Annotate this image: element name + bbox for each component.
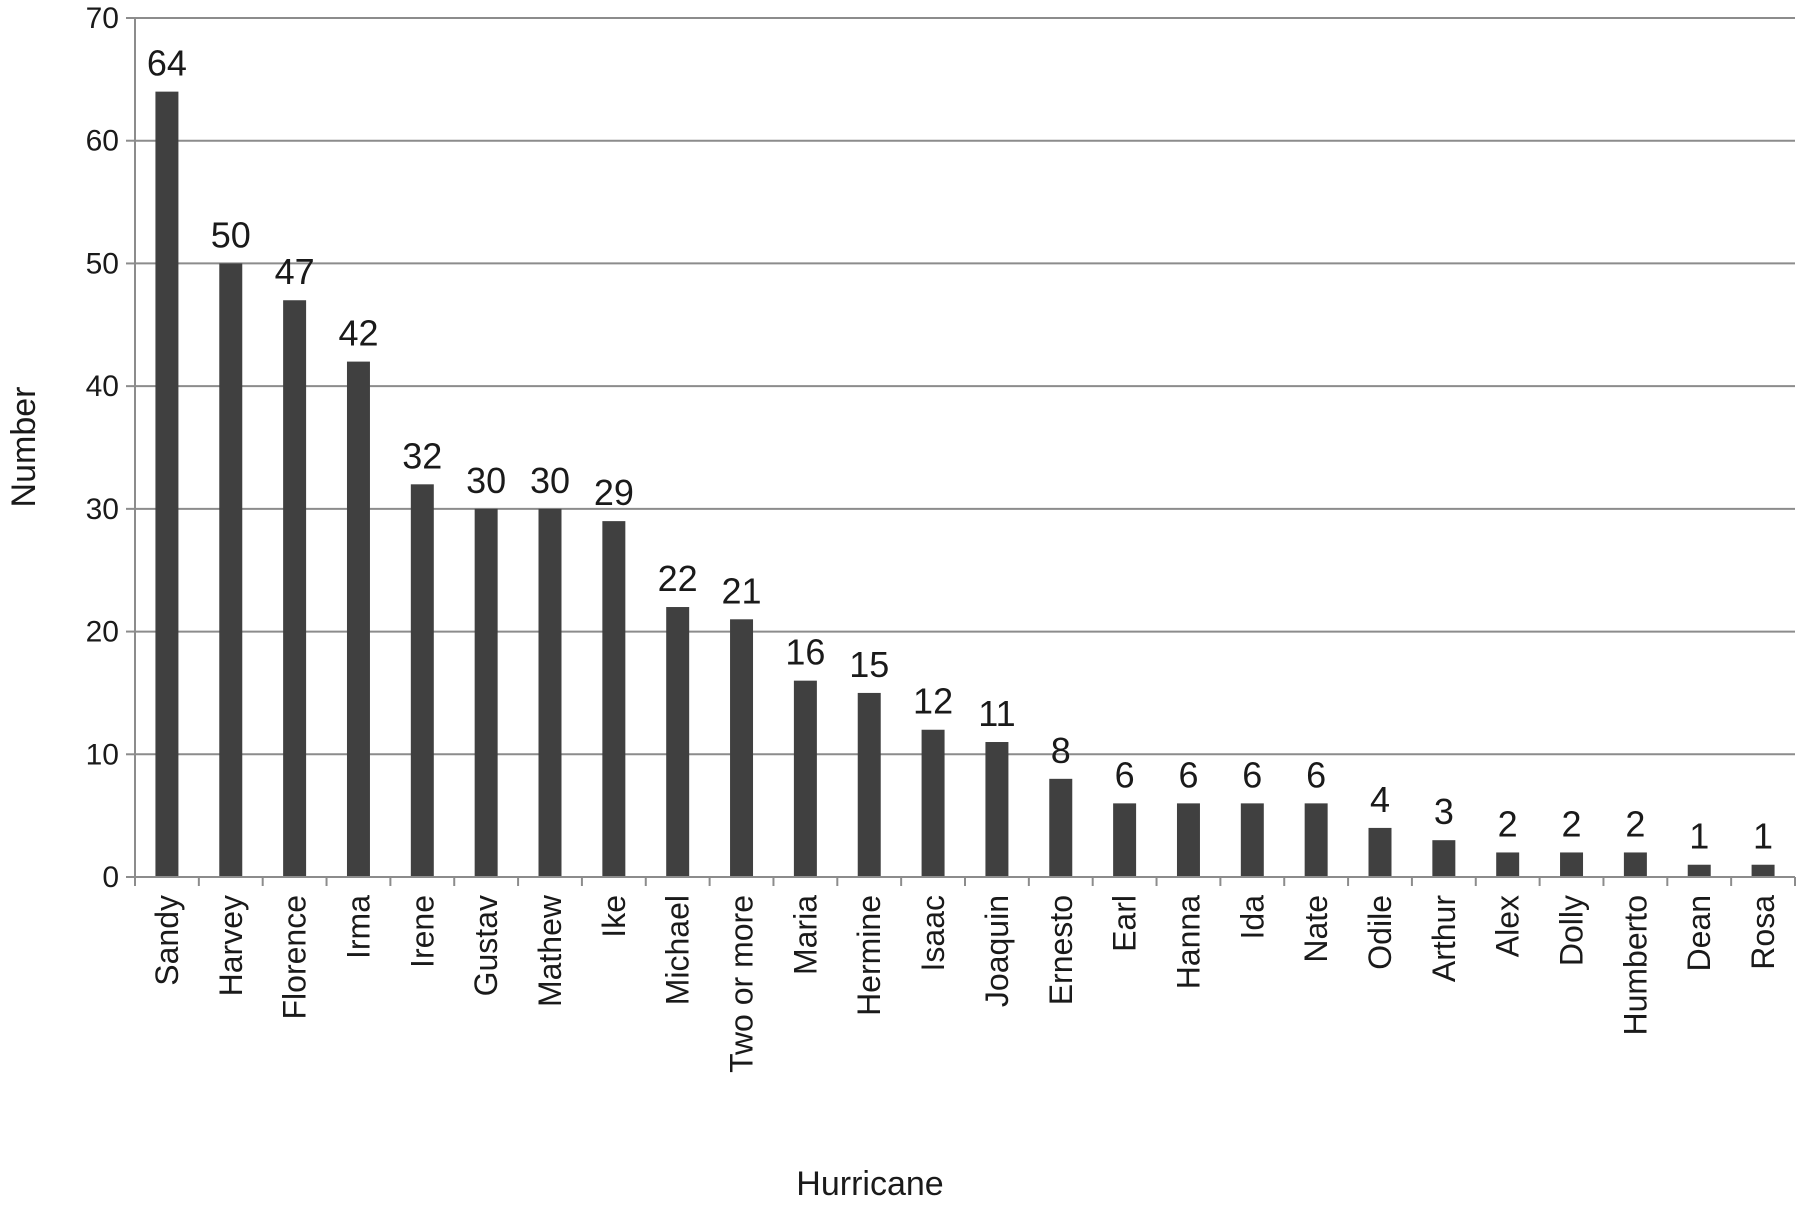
data-label: 32 [402, 435, 442, 476]
data-label: 1 [1753, 816, 1773, 857]
data-label: 64 [147, 43, 187, 84]
category-label: Harvey [213, 895, 249, 996]
bar [1432, 840, 1456, 877]
y-tick-label: 60 [86, 125, 119, 158]
bar [155, 91, 179, 878]
data-label: 6 [1115, 754, 1135, 795]
data-label: 29 [594, 472, 634, 513]
bar [1176, 803, 1200, 877]
data-label: 2 [1562, 803, 1582, 844]
bar [1049, 778, 1073, 877]
category-label: Sandy [149, 895, 185, 986]
x-axis-title: Hurricane [796, 1165, 943, 1203]
bar [474, 508, 498, 877]
x-axis-categories: Sandy Harvey Florence Irma Irene Gustav Mathew… [134, 877, 1796, 1073]
category-label: Nate [1298, 895, 1334, 963]
category-label: Rosa [1745, 895, 1781, 970]
category-label: Arthur [1426, 895, 1462, 982]
category-label: Florence [277, 895, 313, 1020]
data-label: 30 [530, 460, 570, 501]
category-label: Hermine [851, 895, 887, 1016]
data-label: 50 [211, 214, 251, 255]
gridlines [135, 17, 1795, 756]
category-label: Alex [1490, 895, 1526, 957]
category-label: Dean [1681, 895, 1717, 972]
data-label: 42 [338, 313, 378, 354]
y-tick-label: 40 [86, 370, 119, 403]
y-tick-label: 50 [86, 247, 119, 280]
category-label: Isaac [915, 895, 951, 971]
data-label: 4 [1370, 779, 1390, 820]
category-label: Dolly [1554, 895, 1590, 966]
data-label: 8 [1051, 730, 1071, 771]
bar [1113, 803, 1137, 877]
category-label: Irene [404, 895, 440, 968]
bar [1687, 864, 1711, 877]
category-label: Mathew [532, 894, 568, 1007]
data-label: 11 [978, 693, 1015, 734]
data-label: 6 [1242, 754, 1262, 795]
data-label: 2 [1625, 803, 1645, 844]
category-label: Maria [787, 895, 823, 975]
category-label: Odile [1362, 895, 1398, 970]
category-label: Ida [1234, 895, 1270, 940]
bar [1240, 803, 1264, 877]
y-tick-label: 10 [86, 738, 119, 771]
category-label: Two or more [724, 895, 760, 1073]
category-label: Earl [1107, 895, 1143, 952]
bar [666, 607, 690, 877]
bar [219, 263, 243, 877]
bar [1560, 852, 1584, 877]
bars [155, 91, 1775, 878]
y-tick-label: 0 [102, 861, 119, 894]
bar [1368, 827, 1392, 877]
data-label: 30 [466, 460, 506, 501]
y-tick-label: 70 [86, 2, 119, 35]
bar [538, 508, 562, 877]
bar [1304, 803, 1328, 877]
bar [410, 484, 434, 877]
category-label: Ernesto [1043, 895, 1079, 1005]
data-label: 6 [1306, 754, 1326, 795]
data-label: 3 [1434, 791, 1454, 832]
data-label: 47 [275, 251, 315, 292]
bar [793, 680, 817, 877]
bar [1751, 864, 1775, 877]
bar [857, 692, 881, 877]
data-label: 22 [658, 558, 698, 599]
data-label: 12 [913, 681, 953, 722]
category-label: Hanna [1170, 895, 1206, 990]
bar [1496, 852, 1520, 877]
bar [346, 361, 370, 878]
bar [985, 742, 1009, 877]
data-label: 15 [849, 644, 889, 685]
category-label: Michael [660, 895, 696, 1005]
data-label: 16 [785, 632, 825, 673]
bar [1623, 852, 1647, 877]
category-label: Ike [596, 895, 632, 938]
bar [921, 729, 945, 877]
category-label: Humberto [1617, 895, 1653, 1036]
category-label: Joaquin [979, 895, 1015, 1007]
y-axis-ticks: 0 10 20 30 40 50 60 70 [86, 2, 135, 894]
data-label: 21 [722, 570, 762, 611]
data-label: 6 [1178, 754, 1198, 795]
data-label: 1 [1689, 816, 1709, 857]
bar [283, 300, 307, 877]
bar [602, 521, 626, 877]
category-label: Gustav [468, 895, 504, 996]
category-label: Irma [340, 895, 376, 959]
bar [730, 619, 754, 877]
y-tick-label: 20 [86, 616, 119, 649]
data-label: 2 [1498, 803, 1518, 844]
y-axis-title: Number [5, 387, 43, 508]
y-tick-label: 30 [86, 493, 119, 526]
